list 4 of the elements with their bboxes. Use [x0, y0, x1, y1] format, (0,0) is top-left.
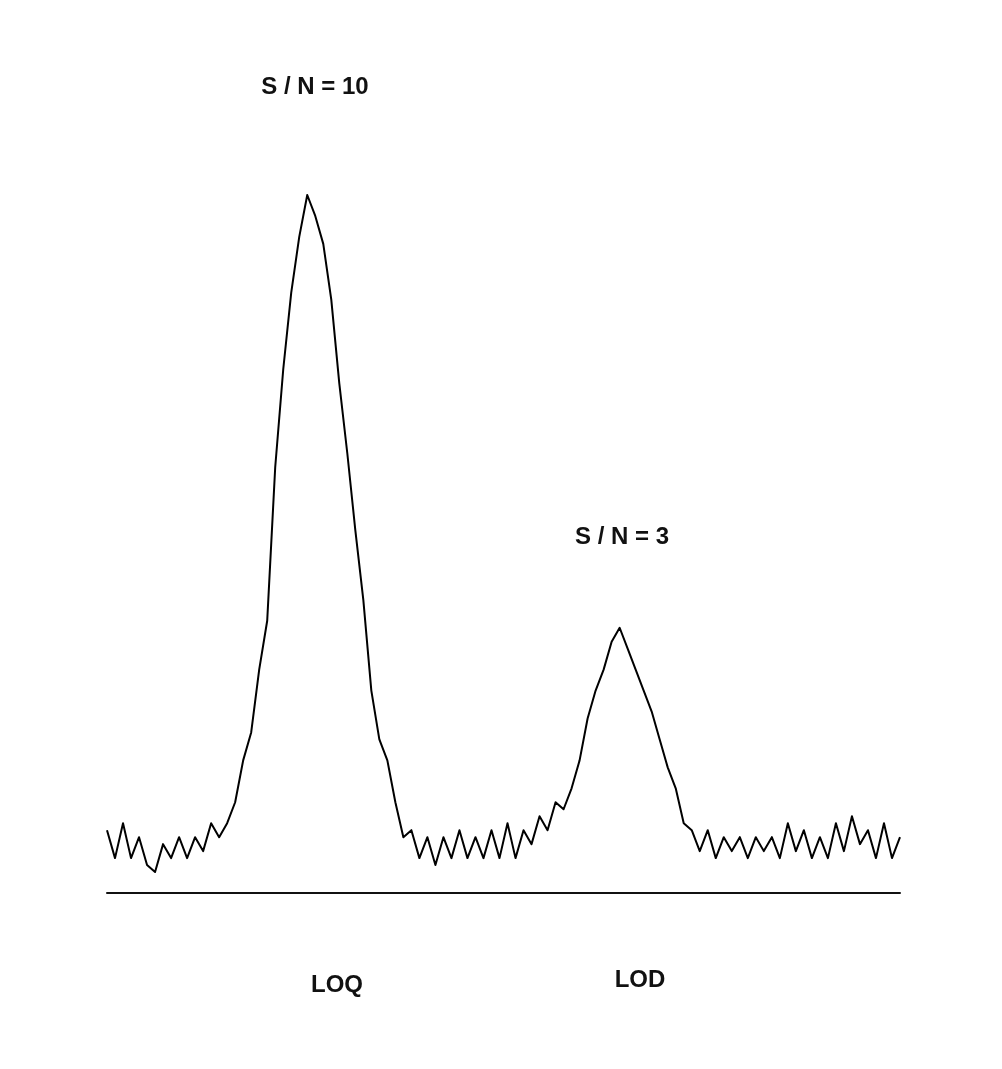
text: LOD	[614, 964, 666, 992]
annotation: S / N = 3	[574, 521, 670, 549]
text: S / N = 10	[261, 71, 369, 99]
text: LOQ	[311, 969, 363, 997]
